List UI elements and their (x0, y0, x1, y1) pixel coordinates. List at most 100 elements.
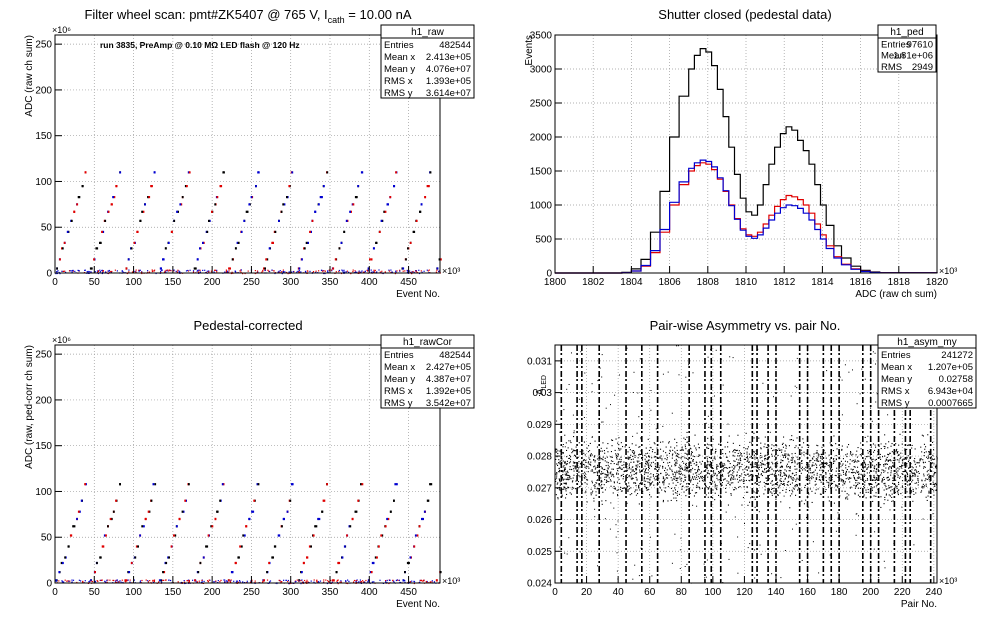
data-point (162, 258, 165, 261)
data-point (876, 468, 878, 470)
data-point (584, 473, 586, 475)
data-point (598, 485, 600, 487)
data-point (188, 579, 190, 581)
data-point (169, 269, 171, 271)
data-point (345, 580, 347, 582)
data-point (745, 479, 747, 481)
data-point (849, 459, 851, 461)
data-point (562, 471, 564, 473)
data-point (899, 466, 901, 468)
data-point (712, 467, 714, 469)
x-axis-exponent: ×10³ (939, 576, 957, 586)
data-point (409, 581, 411, 583)
data-point (624, 487, 626, 489)
data-point (876, 464, 878, 466)
data-point (771, 455, 773, 457)
data-point (897, 451, 899, 453)
data-point (262, 579, 264, 581)
data-point (579, 466, 581, 468)
data-point (752, 353, 754, 355)
data-point (655, 459, 657, 461)
data-point (639, 470, 641, 472)
data-point (186, 185, 188, 188)
data-point (818, 572, 820, 574)
data-point (168, 269, 170, 271)
data-point (577, 487, 579, 489)
data-point (648, 459, 650, 461)
data-point (593, 500, 595, 502)
data-point (289, 583, 291, 585)
data-point (90, 267, 93, 270)
data-point (875, 495, 877, 497)
data-point (388, 269, 390, 271)
data-point (390, 269, 392, 271)
data-point (290, 483, 293, 486)
data-point (613, 481, 615, 483)
data-point (832, 482, 834, 484)
data-point (573, 432, 575, 434)
data-point (897, 492, 899, 494)
data-point (274, 230, 277, 233)
data-point (628, 463, 630, 465)
data-point (751, 473, 753, 475)
data-point (918, 462, 920, 464)
data-point (177, 210, 179, 213)
data-point (572, 480, 574, 482)
data-point (627, 489, 629, 491)
data-point (595, 482, 597, 484)
data-point (248, 203, 251, 206)
data-point (698, 473, 700, 475)
data-point (305, 271, 307, 273)
data-point (856, 450, 858, 452)
data-point (678, 457, 680, 459)
data-point (655, 468, 657, 470)
data-point (662, 467, 664, 469)
data-point (327, 270, 329, 272)
data-point (822, 481, 824, 483)
data-point (714, 452, 716, 454)
data-point (593, 485, 595, 487)
data-point (364, 270, 366, 272)
data-point (730, 482, 732, 484)
data-point (183, 580, 185, 582)
data-point (690, 448, 692, 450)
data-point (110, 517, 113, 521)
data-point (77, 269, 79, 271)
data-point (829, 461, 831, 463)
data-point (724, 478, 726, 480)
x-tick-label: 450 (400, 277, 417, 288)
data-point (165, 579, 167, 581)
data-point (689, 492, 691, 494)
data-point (766, 483, 768, 485)
data-point (357, 185, 360, 188)
data-point (739, 486, 741, 488)
data-point (597, 473, 599, 475)
data-point (750, 455, 752, 457)
data-point (799, 468, 801, 470)
data-point (902, 460, 904, 462)
data-point (754, 463, 756, 465)
data-point (816, 452, 818, 454)
data-point (870, 407, 872, 409)
data-point (888, 494, 890, 496)
data-point (568, 478, 570, 480)
data-point (674, 487, 676, 489)
data-point (850, 477, 852, 479)
data-point (596, 471, 598, 473)
data-point (842, 480, 844, 482)
data-point (859, 482, 861, 484)
data-point (574, 466, 576, 468)
data-point (281, 525, 283, 528)
data-point (874, 449, 876, 451)
x-tick-label: 250 (243, 277, 260, 288)
data-point (895, 450, 897, 452)
data-point (228, 270, 230, 272)
data-point (341, 556, 344, 559)
y-tick-label: 2000 (530, 133, 553, 144)
data-point (766, 480, 768, 482)
data-point (850, 451, 852, 453)
data-point (647, 438, 649, 440)
data-point (306, 581, 308, 583)
data-point (725, 456, 727, 458)
data-point (616, 457, 618, 459)
